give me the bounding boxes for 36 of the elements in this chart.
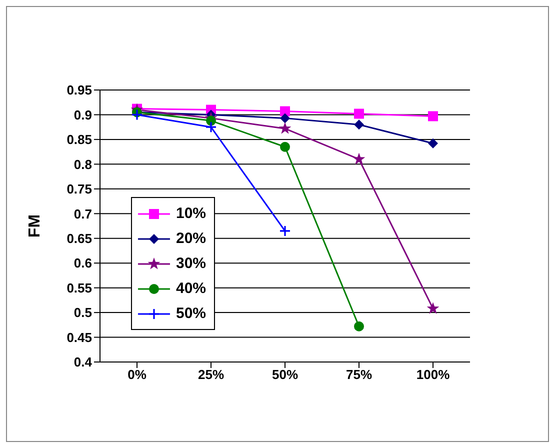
point [354, 321, 364, 332]
point [280, 142, 290, 152]
legend-label: 20% [176, 230, 206, 247]
x-tick-label: 50% [272, 367, 298, 382]
point [278, 122, 292, 134]
y-tick-label: 0.65 [66, 230, 92, 246]
point [352, 152, 366, 164]
y-tick-label: 0.7 [74, 206, 92, 222]
y-tick-label: 0.75 [66, 182, 92, 197]
x-tick-label: 100% [416, 367, 450, 382]
point [280, 113, 290, 124]
point [354, 120, 364, 130]
point [354, 108, 364, 119]
y-tick-label: 0.6 [74, 256, 92, 271]
y-tick-label: 0.85 [66, 132, 92, 148]
y-tick-label: 0.95 [66, 82, 92, 98]
point [280, 226, 290, 236]
point [132, 110, 142, 120]
y-tick-label: 0.4 [74, 354, 93, 370]
y-tick-label: 0.5 [74, 305, 92, 320]
y-tick-label: 0.8 [74, 156, 92, 172]
x-tick-label: 25% [198, 367, 224, 382]
point [206, 122, 216, 132]
y-tick-label: 0.45 [66, 330, 92, 345]
legend-label: 30% [176, 255, 206, 272]
x-tick-label: 75% [346, 367, 372, 382]
y-axis-title: FM [26, 214, 44, 238]
legend-label: 50% [176, 305, 206, 322]
point [428, 111, 438, 122]
point [428, 138, 438, 148]
point [426, 302, 440, 314]
x-tick-label: 0% [128, 367, 147, 382]
y-tick-label: 0.55 [66, 280, 92, 296]
y-tick-label: 0.9 [74, 107, 92, 122]
legend-label: 40% [176, 280, 206, 297]
legend-label: 10% [176, 205, 206, 222]
